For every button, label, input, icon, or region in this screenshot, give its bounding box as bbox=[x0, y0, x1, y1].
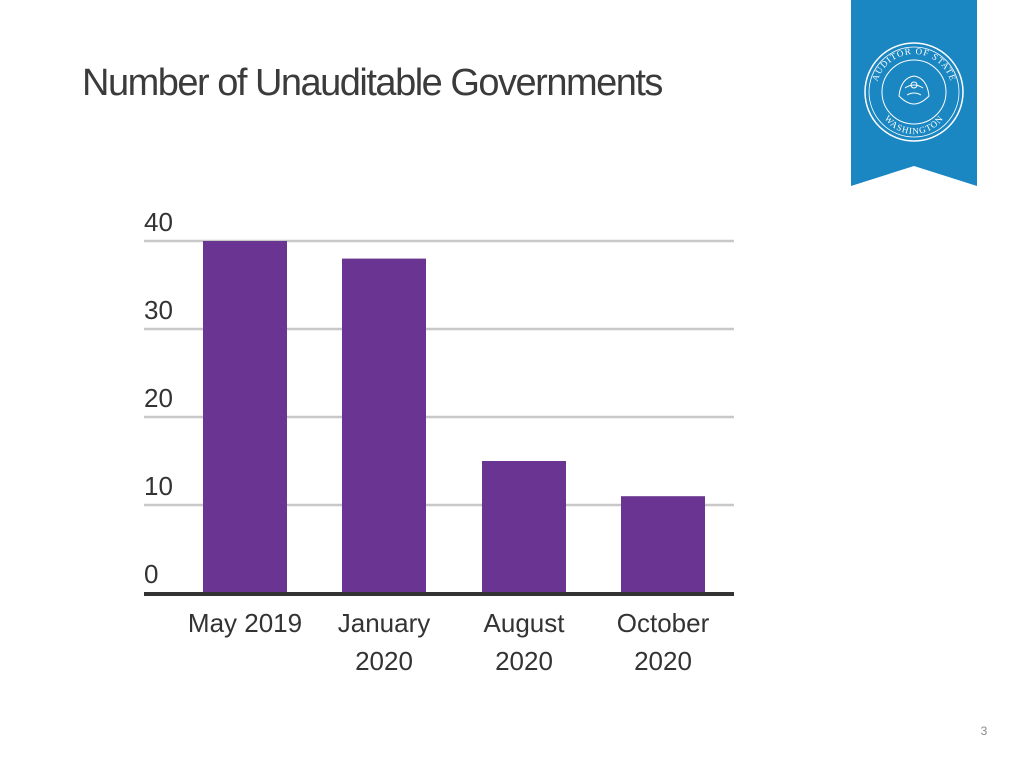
y-tick-label: 30 bbox=[144, 295, 173, 325]
x-tick-label: August bbox=[484, 608, 566, 638]
x-tick-label: October bbox=[617, 608, 710, 638]
seal-emblem bbox=[898, 75, 930, 105]
auditor-seal-banner: AUDITOR OF STATE WASHINGTON bbox=[851, 0, 977, 186]
bar bbox=[342, 258, 426, 593]
x-axis-category-labels: May 2019 January 2020 August 2020 October 2020 bbox=[188, 608, 710, 676]
bar bbox=[482, 461, 566, 593]
y-tick-label: 0 bbox=[144, 559, 158, 589]
x-tick-label: 2020 bbox=[634, 646, 692, 676]
y-axis-tick-labels: 0 10 20 30 40 bbox=[144, 207, 173, 589]
x-tick-label: January bbox=[338, 608, 431, 638]
bars bbox=[203, 241, 705, 593]
page-number: 3 bbox=[980, 724, 988, 738]
slide-title: Number of Unauditable Governments bbox=[82, 62, 663, 104]
y-tick-label: 20 bbox=[144, 383, 173, 413]
bar bbox=[621, 496, 705, 593]
y-tick-label: 40 bbox=[144, 207, 173, 237]
bar bbox=[203, 241, 287, 593]
x-tick-label: May 2019 bbox=[188, 608, 302, 638]
x-tick-label: 2020 bbox=[495, 646, 553, 676]
x-tick-label: 2020 bbox=[355, 646, 413, 676]
y-tick-label: 10 bbox=[144, 471, 173, 501]
